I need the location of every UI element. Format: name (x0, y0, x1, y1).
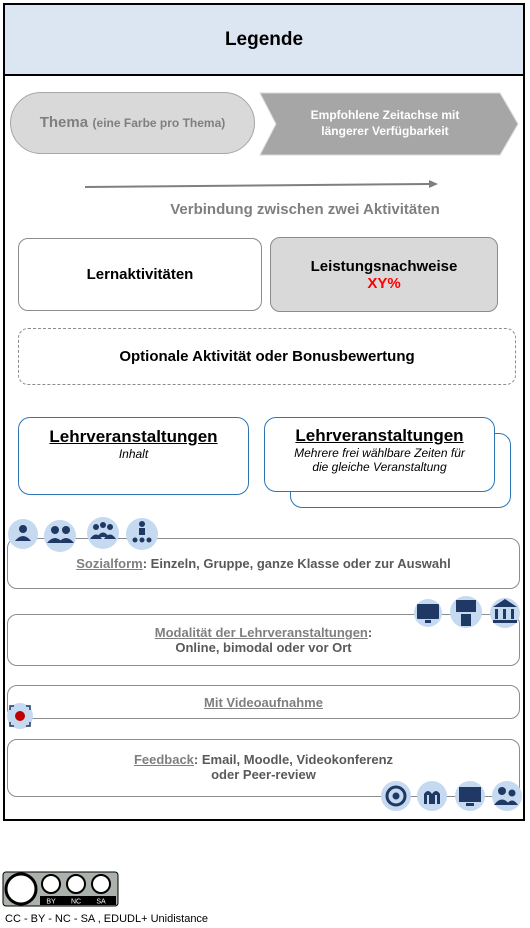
cc-badge-label: NC (71, 899, 81, 906)
theme-pill: Thema (eine Farbe pro Thema) (10, 92, 255, 154)
video-label: Mit Videoaufnahme (204, 694, 323, 710)
feedback-term: Feedback (133, 752, 194, 767)
social-box: Sozialform: Einzeln, Gruppe, ganze Klass… (7, 538, 520, 589)
optional-box: Optionale Aktivität oder Bonusbewertung (18, 328, 516, 385)
timeline-text: Empfohlene Zeitachse mit längerer Verfüg… (280, 107, 490, 139)
learning-label: Lernaktivitäten (86, 266, 194, 283)
social-term: Sozialform (76, 556, 143, 571)
lecture-subtitle: Inhalt (118, 447, 149, 461)
learning-box: Lernaktivitäten (18, 238, 262, 311)
cc-badge: BY NC SA (2, 871, 119, 907)
header: Legende (3, 3, 525, 76)
icon-frame (9, 705, 31, 727)
connection-head (429, 180, 438, 188)
timeline-line: Empfohlene Zeitachse mit (310, 108, 460, 122)
cc-badge-label: BY (46, 899, 56, 906)
video-box: Mit Videoaufnahme (7, 685, 520, 719)
connection-label: Verbindung zwischen zwei Aktivitäten (170, 201, 440, 218)
icon-fg (15, 521, 518, 807)
assessment-weight: XY% (367, 274, 401, 292)
assessment-box: Leistungsnachweise XY% (270, 237, 498, 312)
social-text: : Einzeln, Gruppe, ganze Klasse oder zur… (142, 556, 451, 571)
license-text: CC - BY - NC - SA , EDUDL+ Unidistance (5, 913, 209, 925)
title: Legende (224, 28, 304, 50)
feedback-text2: oder Peer-review (211, 767, 316, 782)
feedback-text: : Email, Moodle, Videokonferenz (193, 752, 394, 767)
theme-note: (eine Farbe pro Thema) (92, 116, 226, 130)
lecture-multi-line: Mehrere frei wählbare Zeiten für (294, 446, 465, 460)
modality-term: Modalität der Lehrveranstaltungen (154, 625, 368, 640)
cc-badge-label: SA (96, 899, 106, 906)
connection-line (84, 183, 431, 188)
timeline-arrow (259, 92, 519, 156)
lecture-box: Lehrveranstaltungen Inhalt (18, 417, 249, 495)
optional-label: Optionale Aktivität oder Bonusbewertung (119, 348, 415, 365)
modality-colon: : (367, 625, 373, 640)
assessment-label: Leistungsnachweise (310, 257, 458, 275)
lecture-multi-line: die gleiche Veranstaltung (312, 460, 447, 474)
theme-label: Thema (39, 114, 89, 131)
modality-text: Online, bimodal oder vor Ort (175, 640, 352, 655)
timeline-line: längerer Verfügbarkeit (321, 124, 449, 138)
lecture-multi-title: Lehrveranstaltungen (295, 426, 464, 445)
lecture-title: Lehrveranstaltungen (49, 427, 218, 446)
icon-bg (7, 517, 522, 811)
lecture-multi-box: Lehrveranstaltungen Mehrere frei wählbar… (264, 417, 495, 492)
